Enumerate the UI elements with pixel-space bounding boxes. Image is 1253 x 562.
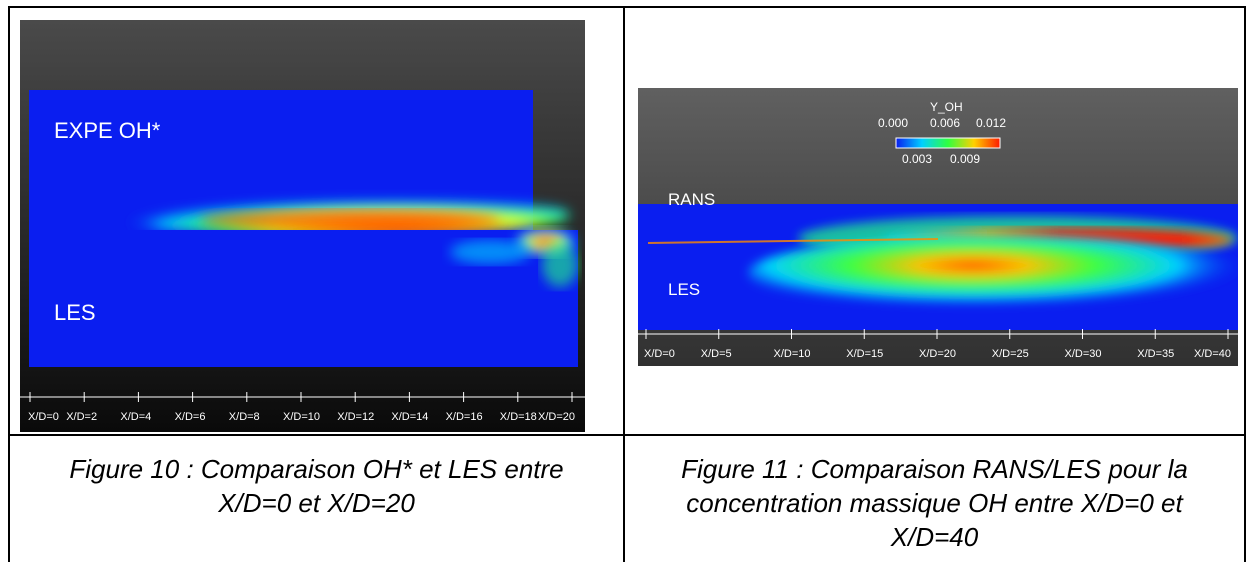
axis-tick-label: X/D=40 bbox=[1194, 348, 1231, 360]
figure-11-ticks bbox=[645, 329, 1229, 339]
figure-10-caption-line-2: X/D=0 et X/D=20 bbox=[218, 488, 415, 518]
colorbar-top-label-0: 0.000 bbox=[878, 116, 909, 130]
colorbar-bottom-label-1: 0.009 bbox=[950, 152, 981, 166]
table-center-border bbox=[623, 6, 625, 562]
axis-tick-label: X/D=18 bbox=[499, 411, 537, 423]
axis-tick-label: X/D=12 bbox=[337, 411, 375, 423]
figure-11-label-les: LES bbox=[668, 280, 701, 299]
figure-11-render bbox=[638, 88, 1238, 366]
table-left-border bbox=[8, 6, 10, 562]
axis-tick-label: X/D=10 bbox=[283, 411, 320, 423]
figure-10-image: EXPE OH* LES X/D=0 X/D=2 X/D=4 X/D=6 X/D=8 X/… bbox=[20, 20, 585, 432]
axis-tick-label: X/D=6 bbox=[174, 411, 206, 423]
figure-10-caption: Figure 10 : Comparaison OH* et LES entre… bbox=[10, 452, 623, 520]
figure-10-ticks bbox=[29, 392, 573, 402]
axis-tick-label: X/D=0 bbox=[28, 411, 59, 423]
colorbar-top-label-2: 0.012 bbox=[976, 116, 1007, 130]
figure-11-caption-line-1: Figure 11 : Comparaison RANS/LES pour la bbox=[681, 454, 1188, 484]
axis-tick-label: X/D=35 bbox=[1137, 348, 1175, 360]
figure-11-caption: Figure 11 : Comparaison RANS/LES pour la… bbox=[625, 452, 1244, 554]
axis-tick-label: X/D=0 bbox=[644, 348, 675, 360]
figure-11-label-rans: RANS bbox=[668, 190, 716, 209]
colorbar-top-label-1: 0.006 bbox=[930, 116, 961, 130]
figure-11-image: Y_OH 0.000 0.006 0.012 0.003 0.009 RANS … bbox=[638, 88, 1238, 366]
axis-tick-label: X/D=16 bbox=[445, 411, 483, 423]
axis-tick-label: X/D=14 bbox=[391, 411, 429, 423]
table-top-border bbox=[8, 6, 1246, 8]
axis-tick-label: X/D=15 bbox=[846, 348, 884, 360]
colorbar-bottom-label-0: 0.003 bbox=[902, 152, 933, 166]
table-middle-border bbox=[8, 434, 1246, 436]
axis-tick-label: X/D=4 bbox=[120, 411, 152, 423]
figure-10-caption-line-1: Figure 10 : Comparaison OH* et LES entre bbox=[69, 454, 564, 484]
axis-tick-label: X/D=20 bbox=[919, 348, 956, 360]
axis-tick-label: X/D=10 bbox=[773, 348, 811, 360]
axis-tick-label: X/D=2 bbox=[66, 411, 98, 423]
colorbar-title: Y_OH bbox=[930, 100, 963, 114]
figure-10-render bbox=[20, 20, 585, 432]
axis-tick-label: X/D=30 bbox=[1064, 348, 1102, 360]
colorbar bbox=[895, 137, 1001, 149]
axis-tick-label: X/D=8 bbox=[228, 411, 260, 423]
figure-11-caption-line-2: concentration massique OH entre X/D=0 et bbox=[686, 488, 1183, 518]
figure-11-caption-line-3: X/D=40 bbox=[890, 522, 979, 552]
figure-10-label-expe: EXPE OH* bbox=[54, 118, 161, 143]
table-right-border bbox=[1244, 6, 1246, 562]
axis-tick-label: X/D=20 bbox=[538, 411, 575, 423]
axis-tick-label: X/D=25 bbox=[991, 348, 1029, 360]
axis-tick-label: X/D=5 bbox=[700, 348, 732, 360]
figure-10-label-les: LES bbox=[54, 300, 96, 325]
